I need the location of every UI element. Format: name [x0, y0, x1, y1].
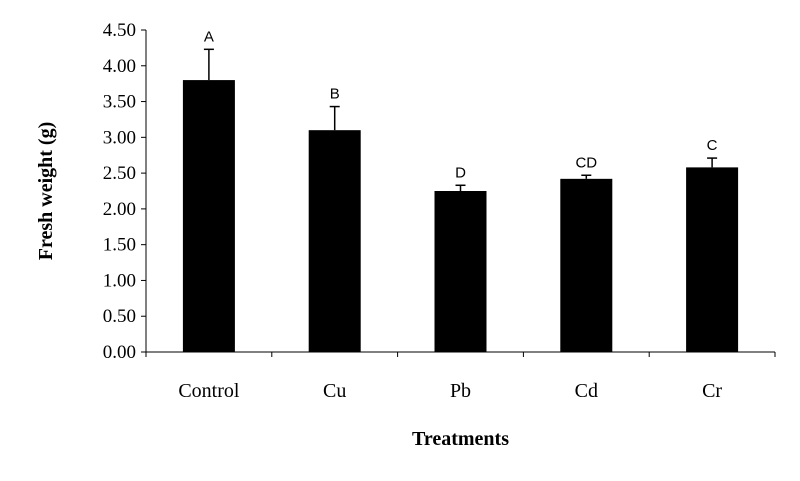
bar-cd [560, 178, 613, 352]
bar-control [182, 80, 235, 352]
y-tick-label: 1.00 [103, 270, 136, 291]
x-tick-label-control: Control [178, 380, 240, 402]
x-axis-ticks: Control Cu Pb Cd Cr [145, 352, 776, 402]
bar-cu [308, 130, 361, 352]
plot-area: 0.00 0.50 1.00 1.50 2.00 2.50 3.00 3.50 4.00 4.50… [103, 20, 776, 402]
y-tick-label: 0.50 [103, 306, 136, 327]
significance-letter-control: A [204, 28, 214, 45]
significance-letter-cr: C [707, 137, 718, 154]
y-tick-label: 2.00 [103, 199, 136, 220]
x-axis-title: Treatments [412, 428, 509, 450]
significance-letter-pb: D [455, 164, 466, 181]
y-tick-label: 3.50 [103, 92, 136, 113]
x-tick-label-cr: Cr [702, 380, 722, 402]
significance-letter-cu: B [330, 86, 340, 103]
y-tick-label: 3.00 [103, 127, 136, 148]
error-bars [203, 48, 718, 191]
y-axis-title: Fresh weight (g) [35, 122, 57, 261]
significance-letter-cd: CD [575, 154, 597, 171]
significance-letters: A B D CD C [204, 28, 718, 181]
y-tick-label: 4.50 [103, 20, 136, 41]
y-axis-ticks: 0.00 0.50 1.00 1.50 2.00 2.50 3.00 3.50 4.00 4.50 [103, 20, 146, 363]
x-tick-label-pb: Pb [450, 380, 471, 402]
bars [182, 80, 739, 352]
y-tick-label: 4.00 [103, 56, 136, 77]
x-tick-label-cu: Cu [323, 380, 346, 402]
y-tick-label: 1.50 [103, 235, 136, 256]
y-tick-label: 2.50 [103, 163, 136, 184]
y-tick-label: 0.00 [103, 342, 136, 363]
bar-cr [686, 167, 739, 352]
bar-pb [434, 191, 487, 352]
x-tick-label-cd: Cd [575, 380, 598, 402]
